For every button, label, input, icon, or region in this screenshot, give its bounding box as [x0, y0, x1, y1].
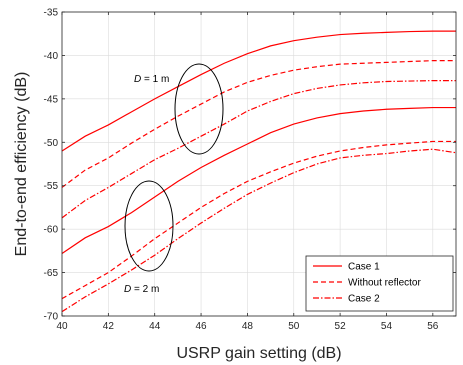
y-tick-label: -40	[44, 51, 59, 62]
legend: Case 1 Without reflector Case 2	[305, 255, 454, 312]
legend-label: Case 1	[348, 262, 380, 273]
annotation-ellipse-d2	[124, 180, 174, 272]
legend-box	[305, 255, 454, 312]
annotations-group: D = 1 m D = 2 m	[124, 63, 224, 295]
series-line-case-2-d-2-m	[61, 148, 457, 313]
y-tick-label: -55	[44, 181, 59, 192]
legend-label: Case 2	[348, 294, 380, 305]
series-line-case-1-d-1-m	[61, 30, 456, 152]
annotation-label-d2: D = 2 m	[124, 284, 159, 295]
annotation-label-d2-rest: = 2 m	[131, 284, 159, 295]
annotation-ellipse-d1	[174, 63, 224, 155]
x-tick-label: 54	[381, 321, 393, 332]
series-line-without-reflector-d-2-m	[61, 140, 456, 300]
x-axis-label: USRP gain setting (dB)	[176, 345, 341, 362]
ticks-group: 40 42 44 46 48 50 52 54 56 -70 -65 -60 -55 -50 -45 -40 -…	[44, 8, 456, 332]
y-tick-label: -70	[44, 312, 59, 323]
y-tick-label: -50	[44, 138, 59, 149]
y-tick-label: -45	[44, 94, 59, 105]
series-line-without-reflector-d-1-m	[61, 60, 456, 188]
legend-label: Without reflector	[348, 278, 421, 289]
x-tick-label: 56	[427, 321, 439, 332]
series-line-case-1-d-2-m	[61, 106, 456, 254]
series-group	[61, 30, 457, 313]
x-tick-label: 48	[242, 321, 254, 332]
y-tick-label: -35	[44, 8, 59, 19]
x-tick-label: 50	[288, 321, 300, 332]
y-tick-label: -65	[44, 268, 59, 279]
x-tick-label: 42	[103, 321, 115, 332]
x-tick-label: 44	[149, 321, 161, 332]
annotation-label-d1: D = 1 m	[134, 74, 169, 85]
series-line-case-2-d-1-m	[61, 80, 456, 219]
annotation-label-d1-italic: D	[134, 74, 141, 85]
x-tick-label: 46	[195, 321, 207, 332]
annotation-label-d2-italic: D	[124, 284, 131, 295]
y-axis-label: End-to-end efficiency (dB)	[13, 72, 30, 257]
plot-frame	[61, 11, 457, 317]
annotation-label-d1-rest: = 1 m	[141, 74, 169, 85]
y-tick-label: -60	[44, 225, 59, 236]
x-tick-label: 40	[56, 321, 68, 332]
x-tick-label: 52	[335, 321, 347, 332]
